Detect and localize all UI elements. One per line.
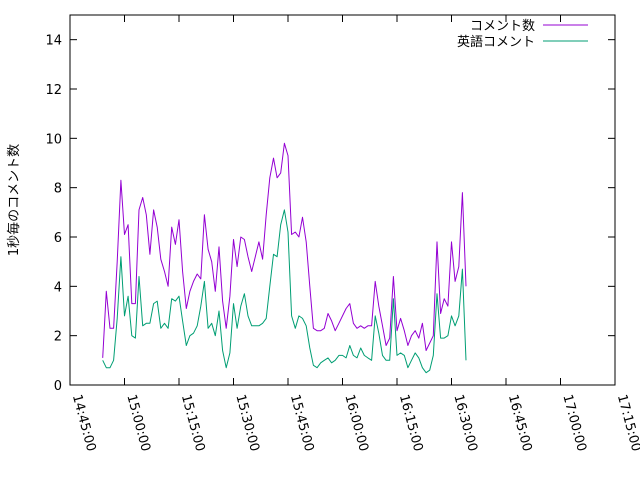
x-tick-labels: 14:45:00 15:00:00 15:15:00 15:30:00 15:45:00… (69, 393, 640, 453)
x-tick-marks (69, 15, 616, 385)
y-tick-labels: 0 2 4 6 8 10 12 14 (45, 34, 62, 394)
legend-label-1: コメント数 (470, 19, 535, 34)
y-tick-label: 14 (45, 34, 62, 49)
x-tick-label: 15:30:00 (232, 393, 262, 453)
legend-label-2: 英語コメント (457, 34, 535, 50)
x-tick-label: 16:45:00 (505, 393, 535, 453)
y-tick-label: 8 (54, 182, 62, 197)
x-tick-label: 15:45:00 (287, 393, 317, 453)
y-tick-label: 6 (54, 231, 62, 246)
y-tick-marks (70, 39, 615, 386)
x-tick-label: 15:15:00 (178, 393, 208, 453)
y-tick-label: 12 (45, 83, 62, 98)
x-tick-label: 16:00:00 (341, 393, 371, 453)
x-tick-label: 16:15:00 (396, 393, 426, 453)
x-tick-label: 14:45:00 (69, 393, 99, 453)
y-tick-label: 0 (54, 379, 62, 394)
y-tick-label: 2 (54, 330, 62, 345)
x-tick-label: 15:00:00 (123, 393, 153, 453)
plot-frame (69, 14, 616, 386)
x-tick-label: 17:00:00 (559, 393, 589, 453)
y-tick-label: 10 (45, 132, 62, 147)
series-lines (102, 142, 467, 374)
y-tick-label: 4 (54, 280, 62, 295)
y-axis-label: 1秒毎のコメント数 (6, 144, 22, 256)
x-tick-label: 16:30:00 (450, 393, 480, 453)
x-tick-label: 17:15:00 (614, 393, 640, 453)
series-line-1 (102, 142, 467, 358)
series-line-2 (102, 209, 467, 374)
